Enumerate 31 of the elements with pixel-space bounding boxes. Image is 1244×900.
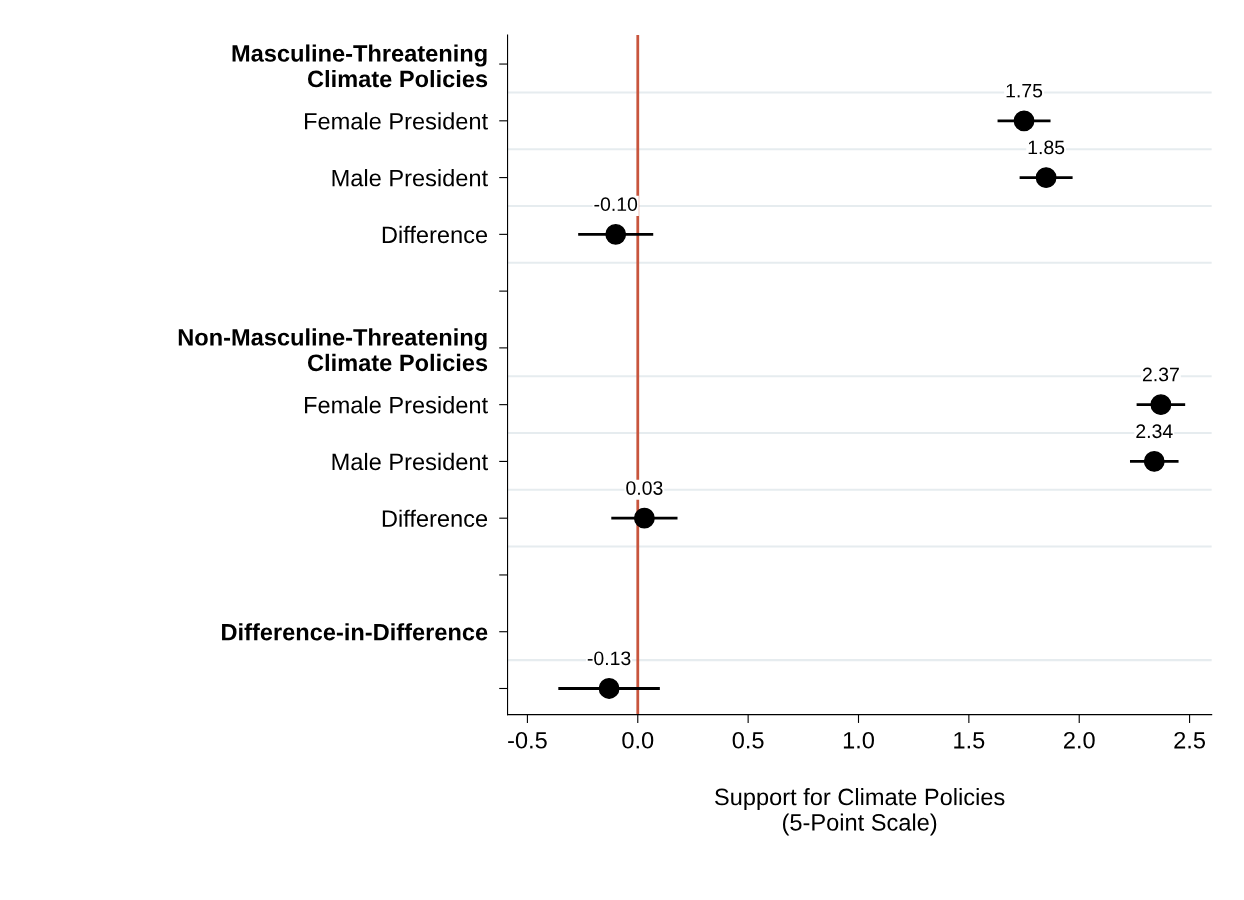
x-tick-label: 0.0 [622, 731, 654, 749]
y-tick-label: Female President [305, 112, 488, 130]
data-label: 2.34 [1136, 424, 1173, 439]
y-tick-label: Male President [332, 452, 488, 471]
x-tick-label: 1.5 [954, 732, 985, 749]
x-axis-title: Support for Climate Policies (5-Point Scale) [715, 788, 1005, 836]
x-tick-label: -0.5 [508, 731, 547, 749]
y-tick-label: Difference [382, 509, 488, 527]
point [1143, 451, 1165, 472]
point [605, 223, 627, 245]
data-label: -0.13 [587, 651, 631, 666]
data-label: -0.10 [594, 197, 638, 212]
point [633, 507, 655, 529]
data-label: 0.03 [626, 481, 663, 495]
x-tick-label: 2.5 [1174, 731, 1206, 749]
x-tick-label: 1.0 [843, 731, 874, 749]
y-tick-label: Difference [382, 225, 488, 244]
point [1035, 167, 1057, 189]
point [1150, 394, 1172, 416]
x-tick-label: 2.0 [1064, 731, 1095, 749]
y-tick-label: Masculine-Threatening Climate Policies [232, 44, 488, 88]
y-tick-label: Male President [332, 169, 488, 187]
data-label: 2.37 [1142, 367, 1179, 382]
y-tick-label: Non-Masculine-Threatening Climate Policies [178, 328, 488, 372]
point [1013, 110, 1035, 132]
y-tick-label: Difference-in-Difference [222, 623, 488, 641]
data-label: 1.75 [1006, 83, 1043, 98]
point [598, 678, 620, 699]
y-tick-label: Female President [305, 396, 488, 414]
x-tick-label: 0.5 [732, 731, 764, 749]
data-label: 1.85 [1028, 140, 1065, 155]
